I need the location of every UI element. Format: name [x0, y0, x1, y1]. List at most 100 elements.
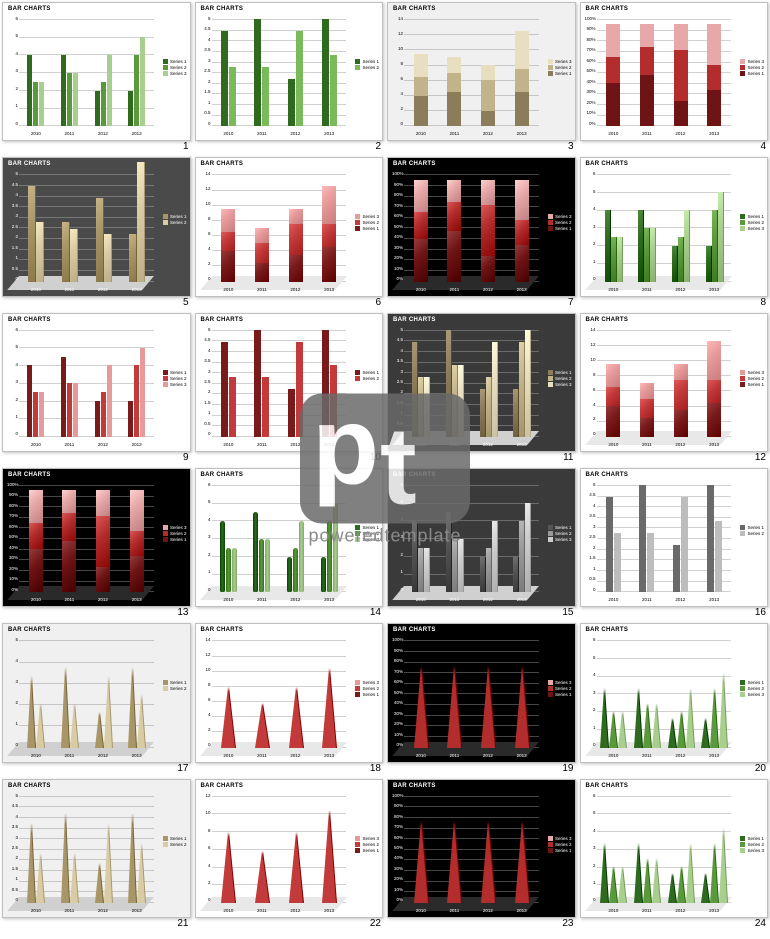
segment [447, 57, 461, 72]
legend-swatch [548, 692, 553, 697]
slide-6[interactable]: BAR CHARTS024681012142010201120122013Ser… [195, 157, 384, 308]
slide-23[interactable]: BAR CHARTS0%10%20%30%40%50%60%70%80%90%1… [387, 779, 576, 930]
category-2010 [606, 485, 621, 592]
legend-label: Series 3 [170, 382, 187, 387]
legend-label: Series 1 [362, 692, 379, 697]
legend: Series 3Series 2Series 1 [548, 58, 572, 77]
segment [481, 80, 495, 111]
slide-5[interactable]: BAR CHARTS00.511.522.533.544.55201020112… [2, 157, 191, 308]
category-2013 [515, 19, 529, 126]
x-axis: 2010201120122013 [404, 753, 539, 758]
slide-21[interactable]: BAR CHARTS00.511.522.533.544.55201020112… [2, 779, 191, 930]
bar [61, 357, 66, 437]
slide-18[interactable]: BAR CHARTS024681012142010201120122013Ser… [195, 623, 384, 774]
slide-number: 15 [387, 607, 576, 619]
slide-20[interactable]: BAR CHARTS01234562010201120122013Series … [580, 623, 769, 774]
legend-swatch [355, 836, 360, 841]
slide-3[interactable]: BAR CHARTS024681012142010201120122013Ser… [387, 2, 576, 153]
legend: Series 1Series 2Series 3 [163, 369, 187, 388]
legend-swatch [548, 226, 553, 231]
x-axis: 2010201120122013 [212, 442, 347, 447]
cone [677, 796, 685, 903]
segment [640, 24, 654, 47]
legend-label: Series 2 [555, 376, 572, 381]
slide-7[interactable]: BAR CHARTS0%10%20%30%40%50%60%70%80%90%1… [387, 157, 576, 308]
bar [412, 342, 417, 437]
bar [678, 237, 683, 282]
slide-17[interactable]: BAR CHARTS0123452010201120122013Series 1… [2, 623, 191, 774]
legend-swatch [163, 382, 168, 387]
slide-11[interactable]: BAR CHARTS00.511.522.533.544.55201020112… [387, 313, 576, 464]
slide-19[interactable]: BAR CHARTS0%10%20%30%40%50%60%70%80%90%1… [387, 623, 576, 774]
cone [61, 640, 69, 747]
category-2012 [481, 640, 495, 747]
bar [128, 91, 133, 127]
legend-label: Series 2 [170, 531, 187, 536]
segment [707, 90, 721, 127]
legend-item: Series 2 [740, 531, 764, 536]
category-2012 [289, 174, 303, 281]
chart-area [404, 796, 539, 903]
legend-label: Series 1 [747, 71, 764, 76]
legend-item: Series 2 [355, 220, 379, 225]
legend-item: Series 3 [355, 680, 379, 685]
slide-number: 7 [387, 297, 576, 309]
legend: Series 1Series 2Series 3 [355, 524, 379, 543]
chart-area [212, 796, 347, 903]
slide-15[interactable]: BAR CHARTS01234562010201120122013Series … [387, 468, 576, 619]
category-2013 [707, 19, 721, 126]
slide-4[interactable]: BAR CHARTS0%10%20%30%40%50%60%70%80%90%1… [580, 2, 769, 153]
bar [333, 503, 338, 592]
legend-item: Series 1 [163, 370, 187, 375]
segment [674, 50, 688, 101]
legend-label: Series 3 [555, 680, 572, 685]
category-2013 [322, 796, 336, 903]
category-2011 [640, 330, 654, 437]
slide-number: 6 [195, 297, 384, 309]
slide-1[interactable]: BAR CHARTS01234562010201120122013Series … [2, 2, 191, 153]
slide-number: 10 [195, 452, 384, 464]
legend-swatch [740, 692, 745, 697]
legend-item: Series 1 [163, 537, 187, 542]
legend-item: Series 3 [548, 680, 572, 685]
legend-label: Series 2 [747, 531, 764, 536]
segment [640, 418, 654, 437]
slide-2[interactable]: BAR CHARTS00.511.522.533.544.55201020112… [195, 2, 384, 153]
x-axis: 2010201120122013 [597, 442, 732, 447]
legend-swatch [740, 376, 745, 381]
chart-area [404, 19, 539, 126]
segment [674, 101, 688, 126]
segment [640, 383, 654, 398]
category-2012 [481, 19, 495, 126]
slide-16[interactable]: BAR CHARTS00.511.522.533.544.55201020112… [580, 468, 769, 619]
slide-9[interactable]: BAR CHARTS01234562010201120122013Series … [2, 313, 191, 464]
cone [668, 640, 676, 747]
bar [101, 392, 106, 437]
slide-10[interactable]: BAR CHARTS00.511.522.533.544.55201020112… [195, 313, 384, 464]
category-2010 [221, 796, 235, 903]
segment [96, 567, 110, 592]
slide-24[interactable]: BAR CHARTS01234562010201120122013Series … [580, 779, 769, 930]
slide-13[interactable]: BAR CHARTS0%10%20%30%40%50%60%70%80%90%1… [2, 468, 191, 619]
legend-label: Series 3 [362, 537, 379, 542]
slide-14[interactable]: BAR CHARTS01234562010201120122013Series … [195, 468, 384, 619]
slide-22[interactable]: BAR CHARTS0246810122010201120122013Serie… [195, 779, 384, 930]
x-axis: 2010201120122013 [212, 287, 347, 292]
legend-swatch [355, 220, 360, 225]
segment [606, 83, 620, 126]
legend-label: Series 2 [362, 65, 379, 70]
slide-8[interactable]: BAR CHARTS01234562010201120122013Series … [580, 157, 769, 308]
bar [452, 539, 457, 593]
segment [414, 212, 428, 239]
legend-label: Series 2 [170, 220, 187, 225]
category-2011 [638, 174, 655, 281]
y-axis: 024681012 [200, 794, 211, 903]
bar [424, 548, 429, 593]
legend-swatch [163, 220, 168, 225]
slide-12[interactable]: BAR CHARTS024681012142010201120122013Ser… [580, 313, 769, 464]
legend: Series 3Series 2Series 1 [548, 679, 572, 698]
segment [29, 549, 43, 592]
bar [672, 246, 677, 282]
bar [229, 67, 236, 127]
legend-item: Series 1 [163, 59, 187, 64]
